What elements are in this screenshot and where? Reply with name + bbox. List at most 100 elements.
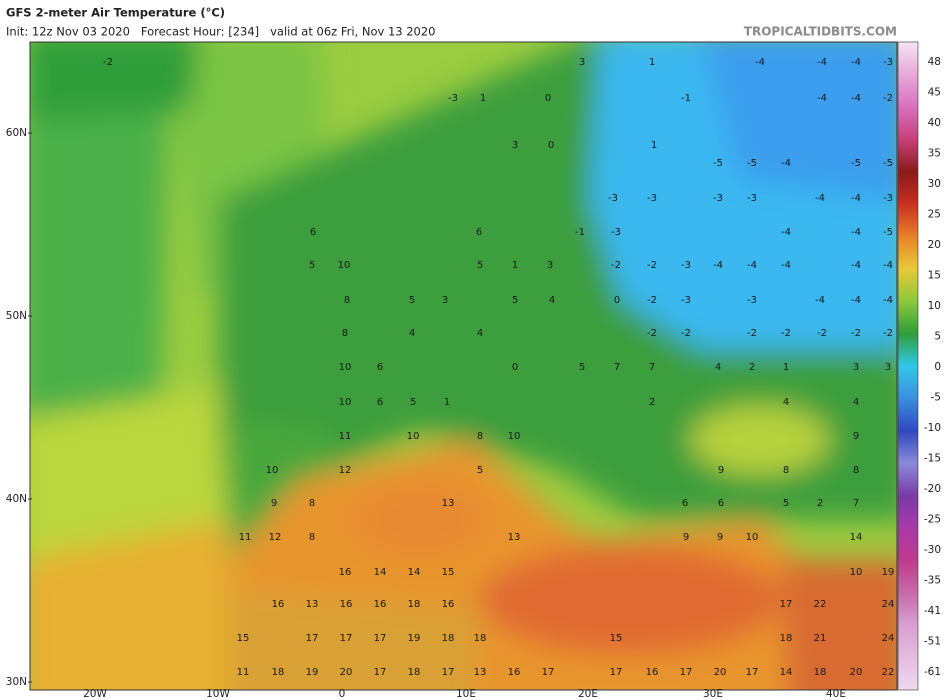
point-value: 11 [239, 532, 252, 543]
colorbar-label: -25 [924, 514, 941, 526]
point-value: 12 [339, 465, 352, 476]
point-value: 8 [783, 465, 789, 476]
point-value: 1 [649, 57, 655, 68]
point-value: 6 [476, 227, 482, 238]
point-value: 16 [442, 599, 455, 610]
colorbar-label: 5 [934, 331, 941, 343]
point-value: -5 [747, 158, 757, 169]
point-value: 5 [512, 295, 518, 306]
point-value: 2 [749, 362, 755, 373]
point-value: 1 [444, 397, 450, 408]
point-value: 5 [783, 498, 789, 509]
point-value: -4 [815, 193, 825, 204]
point-value: -4 [883, 260, 893, 271]
point-value: 4 [477, 328, 483, 339]
point-value: 10 [850, 567, 863, 578]
point-value: 14 [850, 532, 863, 543]
point-value: 10 [339, 397, 352, 408]
point-value: 18 [442, 633, 455, 644]
point-value: 5 [579, 362, 585, 373]
colorbar-label: -51 [924, 636, 941, 648]
lon-label: 10W [206, 688, 230, 700]
point-value: 15 [610, 633, 623, 644]
point-values: -2 3 1 -4 -4 -4 -3-3 1 0 -1 -4 -4 -23 0 1-5 -5 -4 -5 -5-3-… [103, 57, 894, 678]
point-value: 16 [272, 599, 285, 610]
point-value: 7 [614, 362, 620, 373]
point-value: -5 [713, 158, 723, 169]
point-value: -2 [647, 295, 657, 306]
point-value: 3 [442, 295, 448, 306]
lon-label: 30E [703, 688, 723, 700]
point-value: -4 [883, 295, 893, 306]
point-value: 19 [306, 667, 319, 678]
lon-label: 20W [83, 688, 107, 700]
point-value: 13 [508, 532, 521, 543]
point-value: 1 [512, 260, 518, 271]
point-value: 3 [512, 140, 518, 151]
point-value: 8 [477, 431, 483, 442]
point-value: 4 [783, 397, 789, 408]
colorbar-label: 0 [934, 361, 941, 373]
point-value: 24 [882, 599, 895, 610]
point-value: -2 [883, 93, 893, 104]
point-value: 20 [714, 667, 727, 678]
point-value: 10 [407, 431, 420, 442]
point-value: 16 [339, 567, 352, 578]
point-value: 17 [680, 667, 693, 678]
colorbar-label: -10 [924, 422, 941, 434]
point-value: 18 [780, 633, 793, 644]
point-value: 11 [237, 667, 250, 678]
point-value: 4 [853, 397, 859, 408]
lon-label: 10E [456, 688, 476, 700]
point-value: -2 [647, 260, 657, 271]
point-value: 3 [547, 260, 553, 271]
title: GFS 2-meter Air Temperature (°C) [6, 6, 225, 20]
point-value: -3 [611, 227, 621, 238]
point-value: -3 [448, 93, 458, 104]
point-value: -2 [611, 260, 621, 271]
point-value: -4 [851, 260, 861, 271]
point-value: 18 [474, 633, 487, 644]
subtitle: Init: 12z Nov 03 2020 Forecast Hour: [23… [6, 25, 436, 39]
point-value: -3 [681, 295, 691, 306]
point-value: -4 [817, 93, 827, 104]
point-value: 14 [408, 567, 421, 578]
point-value: 8 [309, 498, 315, 509]
point-value: 18 [408, 599, 421, 610]
point-value: 8 [342, 328, 348, 339]
point-value: 13 [474, 667, 487, 678]
point-value: 24 [882, 633, 895, 644]
point-value: 8 [344, 295, 350, 306]
point-value: 10 [746, 532, 759, 543]
point-value: 16 [340, 599, 353, 610]
lon-label: 20E [578, 688, 598, 700]
colorbar-labels: 48 45 40 35 30 25 20 15 10 5 0 -5 -10 -15 -20 -25 -30 -35… [924, 56, 941, 678]
colorbar [897, 41, 919, 691]
point-value: -2 [647, 328, 657, 339]
point-value: 10 [339, 362, 352, 373]
point-value: 10 [508, 431, 521, 442]
point-value: -3 [747, 193, 757, 204]
point-value: 0 [614, 295, 620, 306]
colorbar-label: 48 [928, 56, 941, 68]
point-value: 6 [682, 498, 688, 509]
point-value: -4 [781, 158, 791, 169]
colorbar-label: 25 [928, 209, 941, 221]
point-value: -3 [883, 193, 893, 204]
point-value: 10 [266, 465, 279, 476]
point-value: -1 [575, 227, 585, 238]
point-value: 5 [409, 295, 415, 306]
point-value: 21 [814, 633, 827, 644]
point-value: -4 [781, 260, 791, 271]
colorbar-label: 10 [928, 300, 941, 312]
point-value: 9 [683, 532, 689, 543]
point-value: -3 [713, 193, 723, 204]
point-value: 4 [409, 328, 415, 339]
lon-label: 40E [826, 688, 846, 700]
point-value: -4 [713, 260, 723, 271]
point-value: 8 [853, 465, 859, 476]
point-value: -2 [883, 328, 893, 339]
point-value: 17 [374, 667, 387, 678]
point-value: 16 [646, 667, 659, 678]
